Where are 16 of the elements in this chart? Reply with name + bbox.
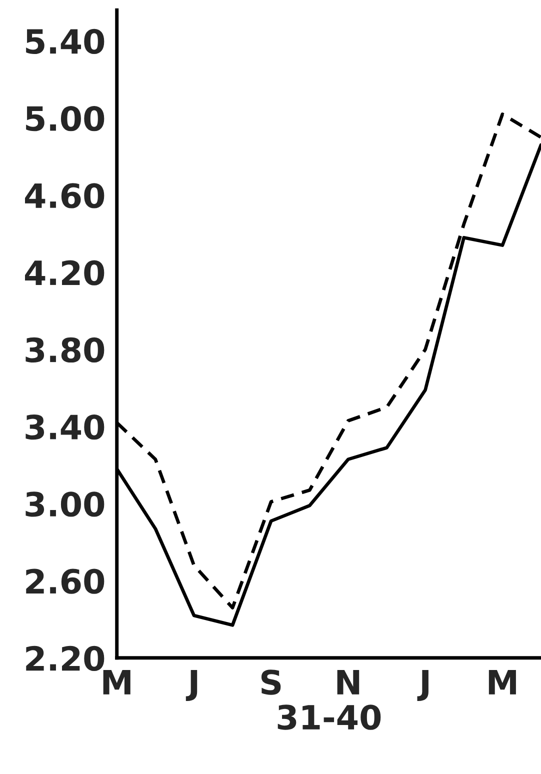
x-axis-title: 31-40 [278,704,381,730]
y-tick-label: 2.20 [26,646,104,672]
y-tick-label: 5.40 [26,28,104,54]
y-tick-label: 4.20 [25,260,104,286]
x-tick-label: M [488,670,516,694]
y-tick-label: 4.60 [25,183,104,208]
y-tick-label: 3.40 [26,414,104,440]
y-tick-label: 3.80 [26,337,104,363]
y-tick-label: 3.00 [26,492,104,517]
x-tick-label: J [186,670,198,702]
y-tick-label: 5.00 [26,106,104,132]
y-tick-label: 2.60 [26,568,104,594]
x-tick-label: N [337,670,360,694]
x-tick-label: M [103,670,130,694]
x-tick-label: S [261,670,281,695]
x-tick-label: J [417,670,428,702]
